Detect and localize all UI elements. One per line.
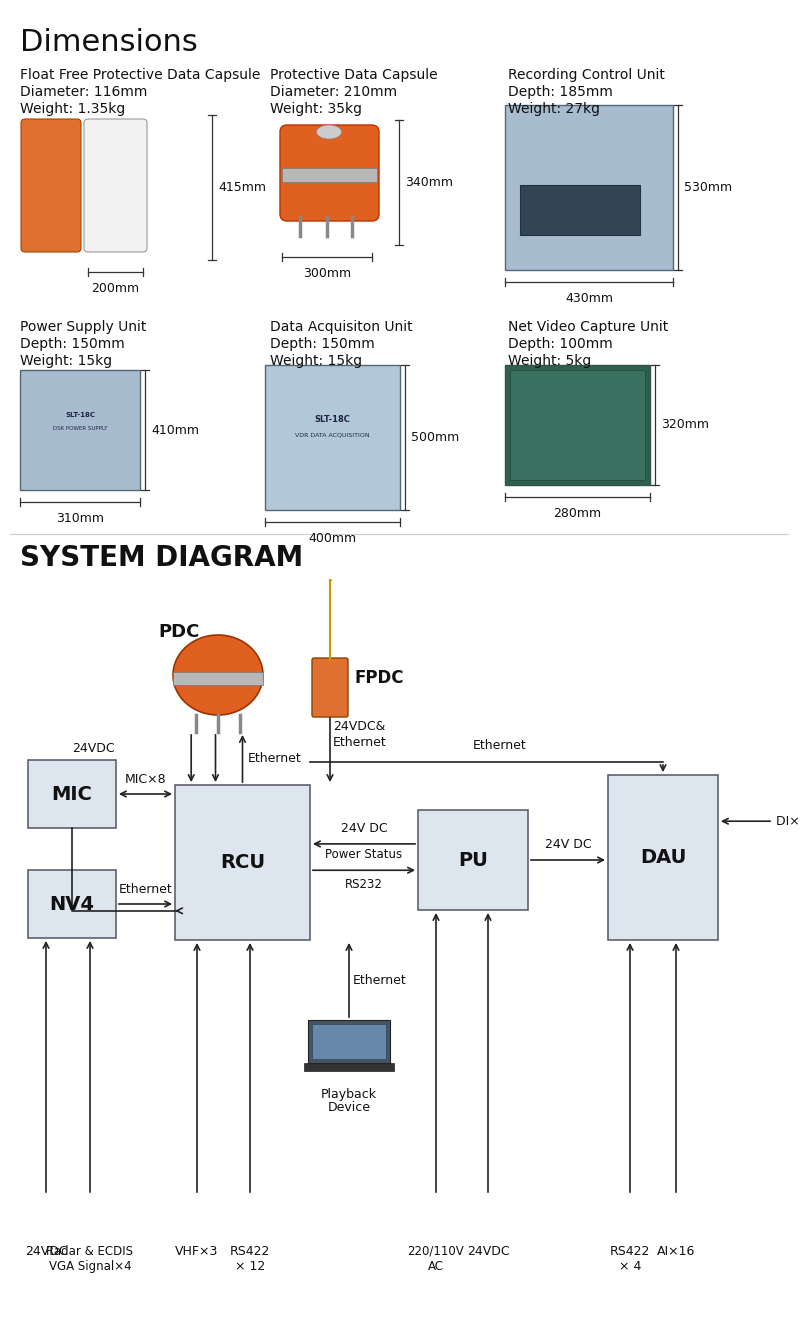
Text: 24VDC: 24VDC	[25, 1245, 67, 1259]
Text: VHF×3: VHF×3	[175, 1245, 218, 1259]
Text: × 12: × 12	[235, 1260, 265, 1273]
Text: MIC: MIC	[51, 784, 93, 804]
Text: PDC: PDC	[158, 623, 199, 641]
Text: RS232: RS232	[345, 878, 383, 891]
Text: Radar & ECDIS: Radar & ECDIS	[46, 1245, 134, 1259]
Text: 24VDC&: 24VDC&	[333, 720, 386, 734]
Text: VGA Signal×4: VGA Signal×4	[49, 1260, 131, 1273]
Text: FPDC: FPDC	[355, 669, 405, 687]
Text: 430mm: 430mm	[565, 292, 613, 305]
Text: 220/110V: 220/110V	[408, 1245, 464, 1259]
Text: AI×16: AI×16	[657, 1245, 695, 1259]
Text: Diameter: 116mm: Diameter: 116mm	[20, 85, 147, 99]
Bar	[312, 1025, 386, 1059]
Text: Weight: 27kg: Weight: 27kg	[508, 102, 600, 116]
Text: RCU: RCU	[220, 853, 265, 873]
Bar	[304, 1063, 394, 1071]
FancyBboxPatch shape	[28, 760, 116, 828]
Text: Depth: 100mm: Depth: 100mm	[508, 337, 613, 352]
Text: 340mm: 340mm	[405, 176, 453, 189]
Text: Weight: 15kg: Weight: 15kg	[270, 354, 362, 368]
Text: MIC×8: MIC×8	[125, 773, 166, 787]
Text: 300mm: 300mm	[303, 267, 351, 280]
Bar	[308, 1021, 390, 1063]
Text: SYSTEM DIAGRAM: SYSTEM DIAGRAM	[20, 543, 303, 572]
Text: Recording Control Unit: Recording Control Unit	[508, 67, 665, 82]
Text: Ethernet: Ethernet	[118, 883, 172, 896]
Bar	[505, 104, 673, 270]
Text: NV4: NV4	[50, 895, 94, 914]
Bar	[510, 370, 645, 480]
FancyBboxPatch shape	[21, 119, 81, 253]
FancyBboxPatch shape	[84, 119, 147, 253]
Text: SLT-18C: SLT-18C	[314, 415, 350, 424]
Text: VDR DATA ACQUISITION: VDR DATA ACQUISITION	[295, 432, 370, 438]
Text: 530mm: 530mm	[684, 181, 732, 194]
Text: × 4: × 4	[619, 1260, 641, 1273]
Text: AC: AC	[428, 1260, 444, 1273]
Text: Depth: 185mm: Depth: 185mm	[508, 85, 613, 99]
Text: RS422: RS422	[230, 1245, 270, 1259]
Text: Dimensions: Dimensions	[20, 28, 198, 57]
Bar	[505, 365, 650, 485]
FancyBboxPatch shape	[280, 126, 379, 221]
Text: Weight: 35kg: Weight: 35kg	[270, 102, 362, 116]
Text: Ethernet: Ethernet	[333, 735, 386, 748]
Text: Data Acquisiton Unit: Data Acquisiton Unit	[270, 320, 413, 334]
Text: Power Supply Unit: Power Supply Unit	[20, 320, 146, 334]
FancyBboxPatch shape	[608, 775, 718, 940]
Bar	[265, 365, 400, 510]
Text: Ethernet: Ethernet	[353, 973, 406, 986]
Bar	[20, 370, 140, 490]
Text: Diameter: 210mm: Diameter: 210mm	[270, 85, 397, 99]
Text: 24VDC: 24VDC	[72, 742, 114, 755]
Text: Device: Device	[327, 1101, 370, 1114]
Text: 200mm: 200mm	[91, 282, 139, 295]
Text: 280mm: 280mm	[554, 508, 602, 520]
Ellipse shape	[317, 126, 342, 139]
Text: PU: PU	[458, 850, 488, 870]
Text: 24V DC: 24V DC	[545, 838, 591, 851]
FancyBboxPatch shape	[175, 785, 310, 940]
Text: Ethernet: Ethernet	[473, 739, 527, 752]
Bar	[520, 185, 640, 235]
FancyBboxPatch shape	[312, 658, 348, 717]
Text: 500mm: 500mm	[411, 431, 459, 444]
Text: 410mm: 410mm	[151, 423, 199, 436]
Bar	[173, 672, 263, 685]
Bar	[282, 168, 377, 182]
Text: Protective Data Capsule: Protective Data Capsule	[270, 67, 438, 82]
Text: 320mm: 320mm	[661, 419, 709, 431]
Text: Depth: 150mm: Depth: 150mm	[270, 337, 374, 352]
Text: 24V DC: 24V DC	[341, 822, 387, 836]
Text: DSK POWER SUPPLY: DSK POWER SUPPLY	[53, 426, 107, 431]
Text: 24VDC: 24VDC	[466, 1245, 510, 1259]
Text: 310mm: 310mm	[56, 512, 104, 525]
Text: 415mm: 415mm	[218, 181, 266, 194]
FancyBboxPatch shape	[28, 870, 116, 939]
Text: Ethernet: Ethernet	[247, 752, 302, 765]
Ellipse shape	[173, 635, 263, 715]
Text: DAU: DAU	[640, 847, 686, 867]
Text: 400mm: 400mm	[309, 531, 357, 545]
Text: Power Status: Power Status	[326, 849, 402, 861]
FancyBboxPatch shape	[418, 810, 528, 910]
Text: Float Free Protective Data Capsule: Float Free Protective Data Capsule	[20, 67, 260, 82]
Text: Net Video Capture Unit: Net Video Capture Unit	[508, 320, 668, 334]
Text: RS422: RS422	[610, 1245, 650, 1259]
Text: Depth: 150mm: Depth: 150mm	[20, 337, 125, 352]
Text: DI× 28: DI× 28	[776, 814, 800, 828]
Text: SLT-18C: SLT-18C	[65, 412, 95, 418]
Text: Weight: 15kg: Weight: 15kg	[20, 354, 112, 368]
Text: Playback: Playback	[321, 1088, 377, 1101]
Text: Weight: 1.35kg: Weight: 1.35kg	[20, 102, 126, 116]
Text: Weight: 5kg: Weight: 5kg	[508, 354, 591, 368]
